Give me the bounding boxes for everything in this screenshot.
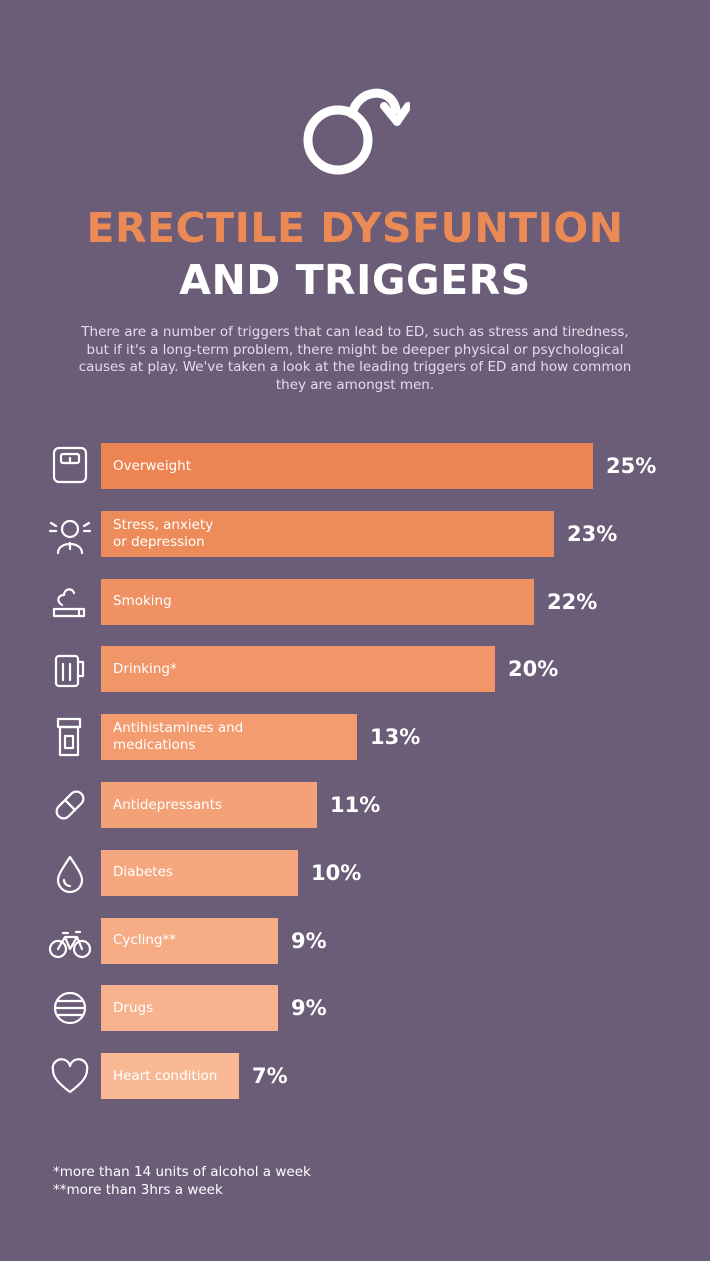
data-label: 10% <box>311 860 362 885</box>
bar: Diabetes <box>101 849 298 896</box>
bar-label: Antidepressants <box>113 796 223 813</box>
data-label: 22% <box>547 589 598 614</box>
bar-label: Cycling** <box>113 932 176 949</box>
bar-row: Cycling** 9% <box>0 917 710 964</box>
bar: Stress, anxiety or depression <box>101 510 554 557</box>
medicine-bottle-icon <box>56 718 82 757</box>
bar-row: Smoking 22% <box>0 578 710 625</box>
bar: Smoking <box>101 578 534 625</box>
title-line-1: ERECTILE DYSFUNTION <box>86 204 624 252</box>
scale-icon <box>52 446 88 484</box>
title-line-2: AND TRIGGERS <box>179 256 531 304</box>
bar: Drugs <box>101 985 278 1032</box>
bar-label: Drugs <box>113 999 154 1016</box>
pills-icon <box>53 992 87 1025</box>
bar-label: Drinking* <box>113 660 177 677</box>
bar-row: Drugs 9% <box>0 985 710 1032</box>
bar-row: Diabetes 10% <box>0 849 710 896</box>
bar-row: Antihistamines and medications 13% <box>0 714 710 761</box>
bar-row: Antidepressants 11% <box>0 782 710 828</box>
bar: Antihistamines and medications <box>101 714 357 761</box>
bar-label: Stress, anxiety or depression <box>113 516 214 550</box>
bar-label: Antihistamines and medications <box>113 720 244 754</box>
data-label: 9% <box>291 928 327 953</box>
capsule-icon <box>55 790 85 820</box>
bar-row: Overweight 25% <box>0 443 710 489</box>
bar-row: Heart condition 7% <box>0 1053 710 1100</box>
heart-icon <box>51 1058 89 1094</box>
male-symbol-arrow-icon <box>303 88 410 175</box>
data-label: 11% <box>330 793 381 817</box>
bar: Overweight <box>101 443 593 489</box>
data-label: 25% <box>606 454 657 478</box>
data-label: 20% <box>508 657 559 682</box>
data-label: 7% <box>252 1064 288 1089</box>
bar: Heart condition <box>101 1053 239 1100</box>
bar: Drinking* <box>101 646 495 693</box>
blood-drop-icon <box>56 855 84 893</box>
bar: Antidepressants <box>101 782 317 828</box>
bicycle-icon <box>48 930 92 958</box>
footnotes: *more than 14 units of alcohol a week **… <box>53 1163 311 1199</box>
bar-label: Diabetes <box>113 864 173 881</box>
footnote-cycling: **more than 3hrs a week <box>53 1182 223 1198</box>
bar-label: Heart condition <box>113 1067 218 1084</box>
bar: Cycling** <box>101 917 278 964</box>
cigarette-icon <box>52 587 86 617</box>
stressed-person-icon <box>48 519 92 554</box>
data-label: 9% <box>291 996 327 1021</box>
intro-text: There are a number of triggers that can … <box>78 324 632 393</box>
data-label: 23% <box>567 521 618 546</box>
bar-label: Smoking <box>113 593 172 610</box>
bar-label: Overweight <box>113 457 191 474</box>
bar-row: Drinking* 20% <box>0 646 710 693</box>
bar-row: Stress, anxiety or depression 23% <box>0 510 710 557</box>
footnote-alcohol: *more than 14 units of alcohol a week <box>53 1164 311 1180</box>
beer-mug-icon <box>54 655 85 688</box>
data-label: 13% <box>370 725 421 750</box>
